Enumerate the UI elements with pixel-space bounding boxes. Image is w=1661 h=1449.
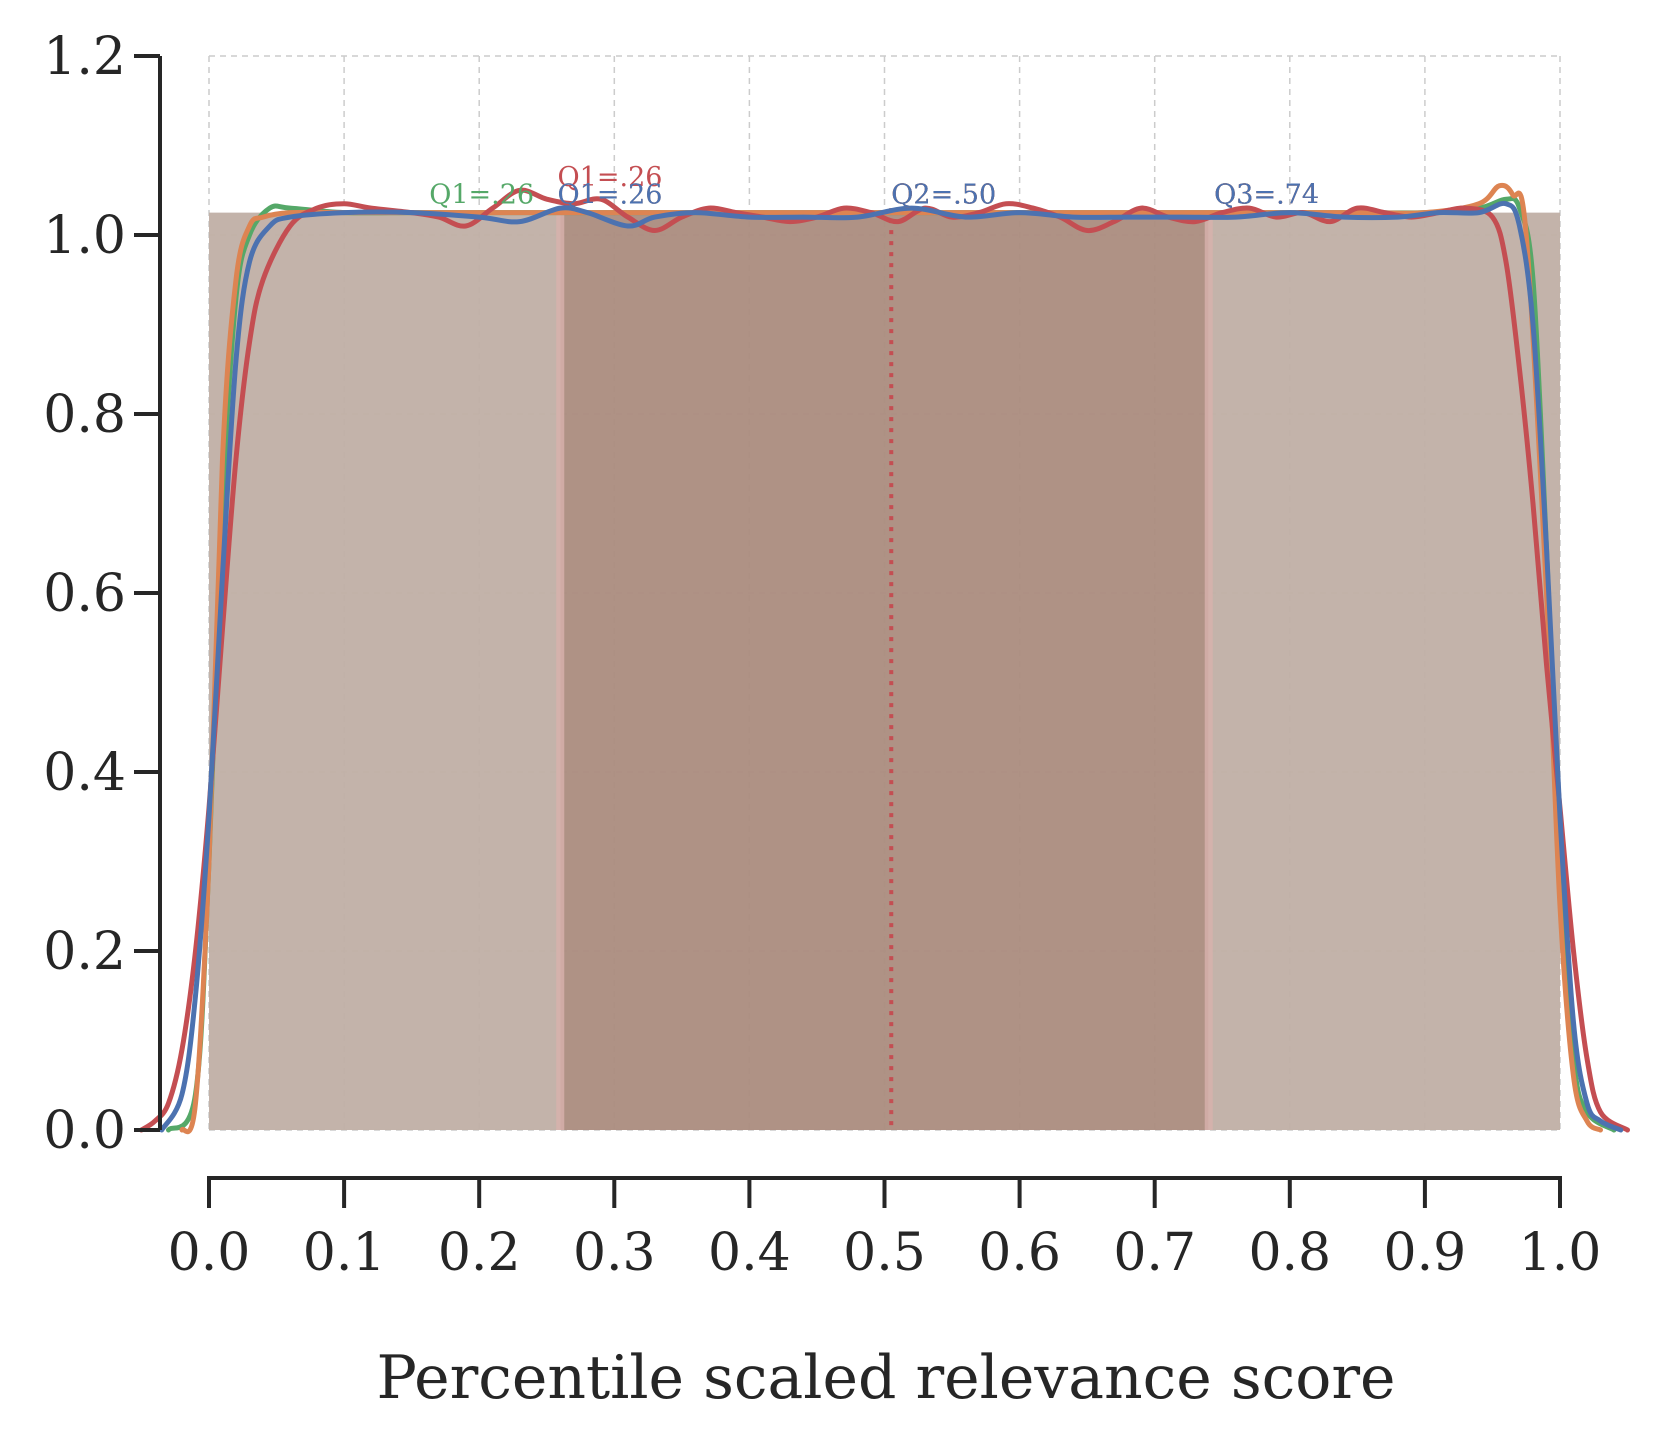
quartile-label: Q2=.50 [891, 180, 996, 211]
quartile-label: Q1=.26 [558, 180, 663, 211]
x-tick-label: 0.7 [1113, 1223, 1196, 1283]
density-curves [138, 182, 1630, 1135]
x-tick-label: 0.1 [303, 1223, 386, 1283]
x-tick-label: 0.2 [438, 1223, 521, 1283]
y-tick-label: 0.4 [43, 743, 126, 803]
quartile-label: Q1=.26 [429, 180, 534, 211]
quartile-label: Q2=.50 [891, 180, 996, 211]
x-tick-label: 0.3 [573, 1223, 656, 1283]
quartile-label: Q1=.26 [558, 180, 663, 211]
x-tick-label: 0.8 [1248, 1223, 1331, 1283]
y-tick-label: 1.0 [43, 206, 126, 266]
density-curve-3 [138, 187, 1630, 1133]
quartile-label: Q2=.50 [891, 180, 996, 211]
band-separator [556, 212, 565, 1130]
y-tick-label: 0.6 [43, 564, 126, 624]
y-tick-label: 0.2 [43, 922, 126, 982]
axes: 0.0 0.2 0.4 0.6 0.8 1.0 1.2 0.0 0.1 0.2 0.3 0.4 0.5 0… [43, 27, 1601, 1283]
y-tick-label: 0.8 [43, 385, 126, 445]
quartile-bands [209, 212, 1560, 1130]
quartile-label: Q3=.74 [1214, 180, 1319, 211]
x-tick-label: 0.4 [708, 1223, 791, 1283]
quartile-band [1208, 212, 1560, 1130]
quartile-band [560, 212, 1209, 1130]
x-tick-label: 0.0 [168, 1223, 251, 1283]
quartile-band [209, 212, 561, 1130]
y-tick-label: 1.2 [43, 27, 126, 87]
quartile-label: Q3=.74 [1214, 180, 1319, 211]
x-axis-title: Percentile scaled relevance score [376, 1343, 1395, 1413]
quartile-label: Q3=.74 [1214, 180, 1319, 211]
x-tick-label: 0.5 [843, 1223, 926, 1283]
quartile-label: Q2=.50 [891, 180, 996, 211]
density-curve-4 [159, 200, 1624, 1133]
quartile-label: Q1=.26 [558, 162, 663, 193]
x-tick-label: 0.9 [1384, 1223, 1467, 1283]
band-separator [1204, 212, 1213, 1130]
x-tick-label: 1.0 [1519, 1223, 1602, 1283]
y-tick-label: 0.0 [43, 1101, 126, 1161]
quartile-label: Q3=.74 [1214, 180, 1319, 211]
x-tick-label: 0.6 [978, 1223, 1061, 1283]
